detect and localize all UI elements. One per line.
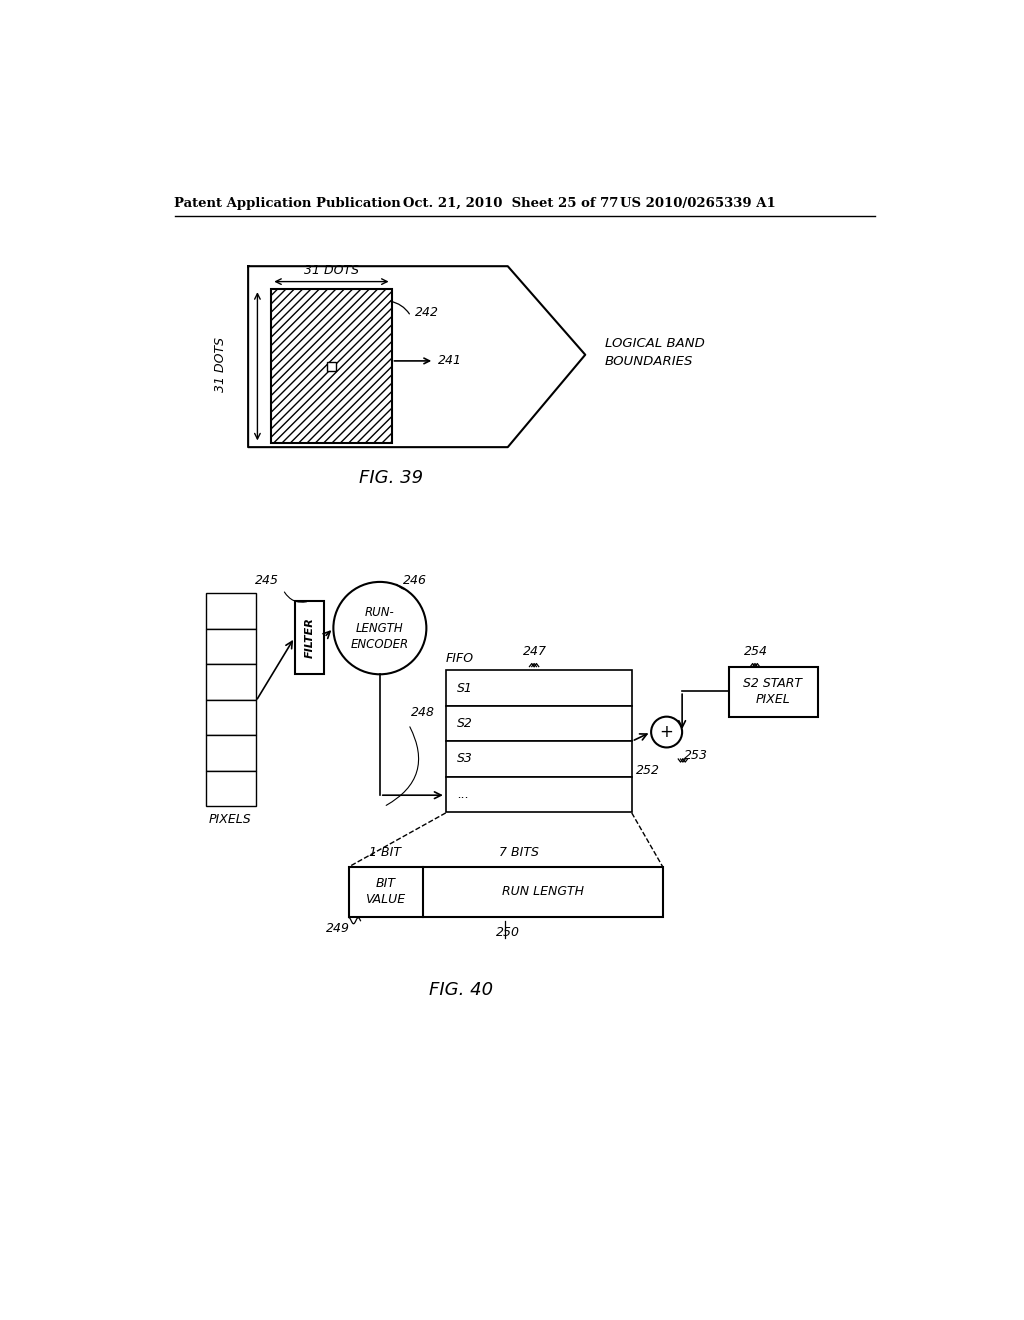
Text: LOGICAL BAND
BOUNDARIES: LOGICAL BAND BOUNDARIES <box>604 337 705 368</box>
Text: ...: ... <box>458 788 469 801</box>
Text: BIT
VALUE: BIT VALUE <box>366 876 406 906</box>
Text: 242: 242 <box>415 306 438 319</box>
Bar <box>206 664 256 700</box>
Bar <box>445 671 632 706</box>
Text: S2: S2 <box>458 717 473 730</box>
Bar <box>206 700 256 735</box>
Text: Patent Application Publication: Patent Application Publication <box>174 197 401 210</box>
Text: 241: 241 <box>438 354 462 367</box>
Text: S2 START
PIXEL: S2 START PIXEL <box>743 677 802 706</box>
Bar <box>729 667 818 717</box>
Text: 254: 254 <box>744 644 768 657</box>
Text: 31 DOTS: 31 DOTS <box>214 338 227 392</box>
Bar <box>445 776 632 812</box>
Text: 253: 253 <box>684 748 709 762</box>
Text: RUN-
LENGTH
ENCODER: RUN- LENGTH ENCODER <box>351 606 409 651</box>
Bar <box>349 867 663 917</box>
Text: 245: 245 <box>255 574 280 587</box>
Text: Oct. 21, 2010  Sheet 25 of 77: Oct. 21, 2010 Sheet 25 of 77 <box>403 197 618 210</box>
Text: 247: 247 <box>523 644 547 657</box>
Text: US 2010/0265339 A1: US 2010/0265339 A1 <box>621 197 776 210</box>
Bar <box>445 706 632 742</box>
Bar <box>445 742 632 776</box>
Text: 250: 250 <box>496 925 520 939</box>
Bar <box>271 289 391 444</box>
Text: FIG. 39: FIG. 39 <box>359 469 424 487</box>
Text: 1 BIT: 1 BIT <box>370 846 401 859</box>
Text: 31 DOTS: 31 DOTS <box>304 264 359 277</box>
Text: RUN LENGTH: RUN LENGTH <box>502 884 584 898</box>
Text: 249: 249 <box>326 921 349 935</box>
Text: FILTER: FILTER <box>304 616 314 657</box>
Text: 252: 252 <box>636 764 659 777</box>
Bar <box>206 771 256 807</box>
Bar <box>206 594 256 628</box>
Text: FIG. 40: FIG. 40 <box>429 981 494 999</box>
Bar <box>328 362 337 371</box>
Text: S1: S1 <box>458 681 473 694</box>
Text: 246: 246 <box>403 574 427 587</box>
Text: S3: S3 <box>458 752 473 766</box>
Bar <box>206 735 256 771</box>
Text: 248: 248 <box>411 706 435 719</box>
Bar <box>206 628 256 664</box>
Text: 7 BITS: 7 BITS <box>500 846 540 859</box>
Bar <box>295 601 324 675</box>
Text: +: + <box>659 723 674 741</box>
Text: PIXELS: PIXELS <box>209 813 252 825</box>
Text: FIFO: FIFO <box>445 652 474 665</box>
